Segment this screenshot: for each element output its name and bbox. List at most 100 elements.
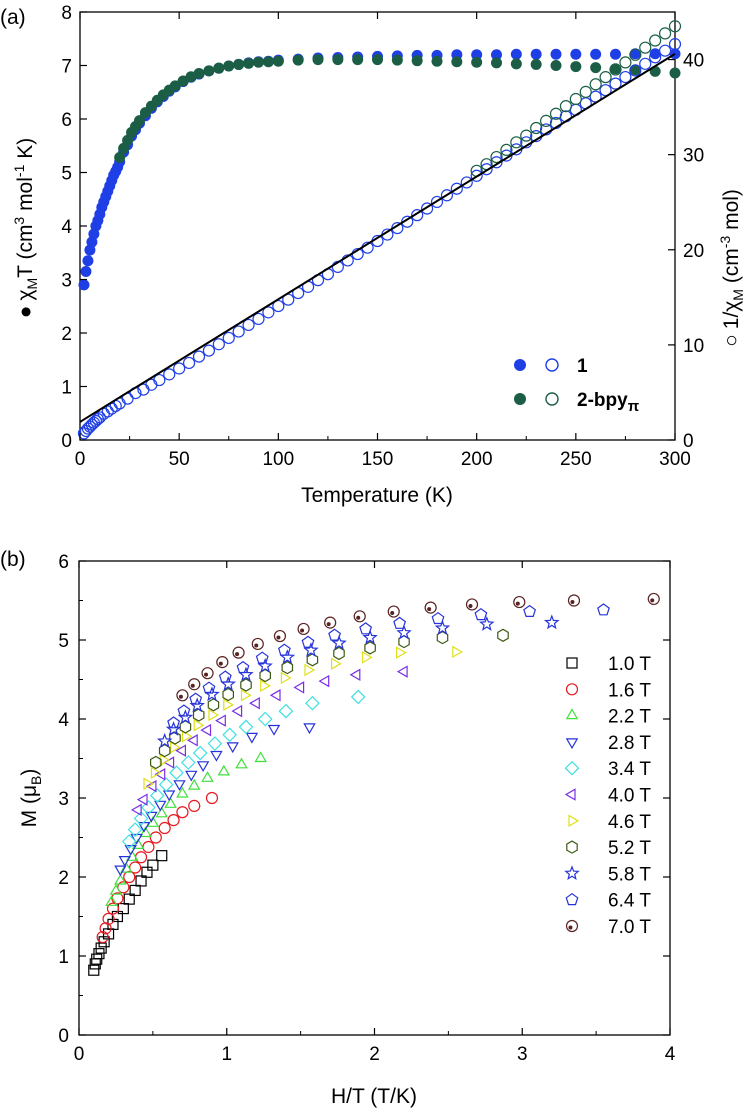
data-point-ring bbox=[297, 622, 310, 636]
data-point bbox=[393, 616, 407, 629]
data-point bbox=[176, 786, 189, 798]
data-point bbox=[609, 77, 622, 90]
data-point bbox=[145, 811, 158, 823]
data-point bbox=[629, 64, 641, 76]
y-right-end: mol) bbox=[720, 189, 743, 236]
data-point bbox=[202, 344, 216, 357]
legend-marker bbox=[565, 708, 579, 720]
data-point bbox=[352, 54, 364, 66]
data-point bbox=[668, 20, 682, 33]
data-point bbox=[240, 689, 252, 702]
data-point-ring bbox=[176, 689, 189, 702]
data-point bbox=[240, 678, 252, 692]
data-point bbox=[177, 704, 191, 717]
legend-marker bbox=[568, 814, 580, 828]
data-point bbox=[226, 742, 239, 754]
y-right-mid: (cm bbox=[720, 248, 743, 289]
data-point bbox=[549, 107, 563, 120]
data-point bbox=[215, 714, 226, 727]
data-point-ring bbox=[273, 629, 287, 643]
data-point bbox=[559, 100, 573, 113]
legend-1-label: 1 bbox=[577, 356, 588, 377]
data-point bbox=[647, 592, 660, 606]
data-point bbox=[220, 676, 236, 691]
data-point bbox=[156, 732, 173, 748]
x-tick-label-b: 4 bbox=[665, 1044, 676, 1065]
legend-marker bbox=[566, 657, 578, 669]
data-point-dot bbox=[235, 652, 240, 657]
data-point bbox=[217, 764, 231, 776]
data-point bbox=[150, 766, 162, 779]
data-point bbox=[629, 48, 641, 60]
legend-label: 5.2 T bbox=[608, 838, 651, 859]
legend-b: 1.0 T 1.6 T 2.2 T 2.8 T 3.4 T 4.0 T 4.6 T 5.2 T… bbox=[564, 654, 651, 938]
x-tick-label-a: 50 bbox=[169, 449, 190, 470]
data-point bbox=[279, 649, 296, 664]
legend-marker bbox=[566, 840, 578, 854]
data-point bbox=[668, 38, 682, 51]
series-layer-b bbox=[88, 592, 660, 976]
legend-marker bbox=[564, 760, 580, 776]
data-point bbox=[619, 56, 632, 69]
data-point bbox=[187, 778, 201, 790]
data-point bbox=[213, 62, 225, 74]
legend-marker bbox=[565, 919, 579, 933]
data-point bbox=[201, 667, 214, 680]
x-tick-label-a: 300 bbox=[659, 449, 691, 470]
data-point bbox=[658, 44, 672, 57]
data-point bbox=[364, 641, 376, 655]
data-point bbox=[510, 136, 523, 149]
data-point bbox=[121, 834, 137, 849]
data-point bbox=[187, 734, 198, 747]
data-point bbox=[236, 660, 250, 674]
data-point bbox=[111, 892, 124, 905]
data-point bbox=[530, 121, 543, 135]
series-layer-a bbox=[77, 20, 682, 440]
data-point bbox=[267, 724, 281, 736]
data-point bbox=[136, 793, 148, 806]
data-point bbox=[133, 811, 149, 826]
ticks-b: 0 1 2 3 4 0 1 2 3 4 5 6 bbox=[58, 552, 675, 1065]
data-point bbox=[440, 189, 454, 202]
data-point bbox=[292, 54, 304, 66]
x-tick-label-b: 3 bbox=[517, 1044, 528, 1065]
data-point bbox=[131, 838, 145, 850]
data-point bbox=[88, 964, 100, 976]
data-point bbox=[332, 54, 344, 66]
legend-marker bbox=[564, 788, 576, 801]
data-point bbox=[167, 716, 181, 729]
data-point bbox=[281, 660, 294, 675]
data-point bbox=[597, 603, 610, 616]
data-point bbox=[223, 60, 235, 72]
data-point-ring bbox=[387, 605, 400, 618]
data-point bbox=[590, 62, 602, 74]
data-point bbox=[318, 674, 330, 688]
legend-label: 1.0 T bbox=[608, 654, 651, 675]
data-point bbox=[350, 689, 366, 705]
data-point bbox=[201, 771, 214, 782]
legend-label: 5.8 T bbox=[608, 864, 651, 885]
data-point bbox=[306, 653, 319, 667]
data-point bbox=[164, 797, 177, 808]
data-point-ring bbox=[647, 592, 660, 606]
data-point bbox=[589, 78, 602, 91]
data-point bbox=[135, 875, 147, 887]
y-right-sup: -3 bbox=[717, 236, 733, 249]
data-point bbox=[114, 865, 127, 877]
data-point bbox=[523, 604, 537, 618]
data-point bbox=[204, 686, 220, 702]
data-point bbox=[451, 56, 463, 68]
data-point bbox=[280, 671, 292, 685]
y-left-chi: χ bbox=[14, 290, 37, 301]
data-point-dot bbox=[468, 603, 473, 608]
data-point bbox=[170, 741, 181, 754]
panel-label-a: (a) bbox=[0, 6, 26, 29]
data-point bbox=[513, 595, 526, 609]
data-point bbox=[235, 757, 248, 769]
data-point bbox=[353, 610, 366, 623]
data-point bbox=[590, 48, 602, 60]
data-point bbox=[249, 696, 260, 710]
data-point-dot bbox=[254, 643, 259, 648]
data-point bbox=[301, 635, 315, 648]
